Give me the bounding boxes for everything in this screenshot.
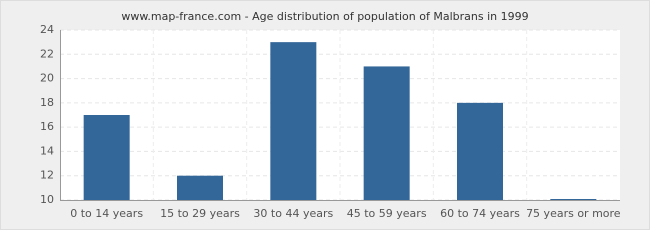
bar [83, 115, 130, 200]
y-tick-label: 20 [40, 72, 54, 85]
y-tick-label: 22 [40, 47, 54, 60]
y-tick-label: 16 [40, 120, 54, 133]
y-tick-label: 10 [40, 193, 54, 206]
bar [177, 175, 223, 200]
x-tick-label: 45 to 59 years [347, 207, 427, 220]
bar [363, 66, 410, 200]
x-tick-label: 0 to 14 years [70, 207, 143, 220]
chart-title: www.map-france.com - Age distribution of… [121, 10, 528, 23]
x-tick-label: 15 to 29 years [160, 207, 240, 220]
bar [270, 42, 317, 201]
bar [457, 102, 503, 200]
chart: www.map-france.com - Age distribution of… [0, 0, 650, 230]
y-tick-label: 12 [40, 169, 54, 182]
y-tick-label: 14 [40, 144, 54, 157]
x-tick-label: 30 to 44 years [253, 207, 333, 220]
x-tick-label: 60 to 74 years [440, 207, 520, 220]
bar [550, 199, 597, 200]
y-tick-label: 24 [40, 23, 54, 36]
x-tick-label: 75 years or more [526, 207, 621, 220]
y-tick-label: 18 [40, 96, 54, 109]
